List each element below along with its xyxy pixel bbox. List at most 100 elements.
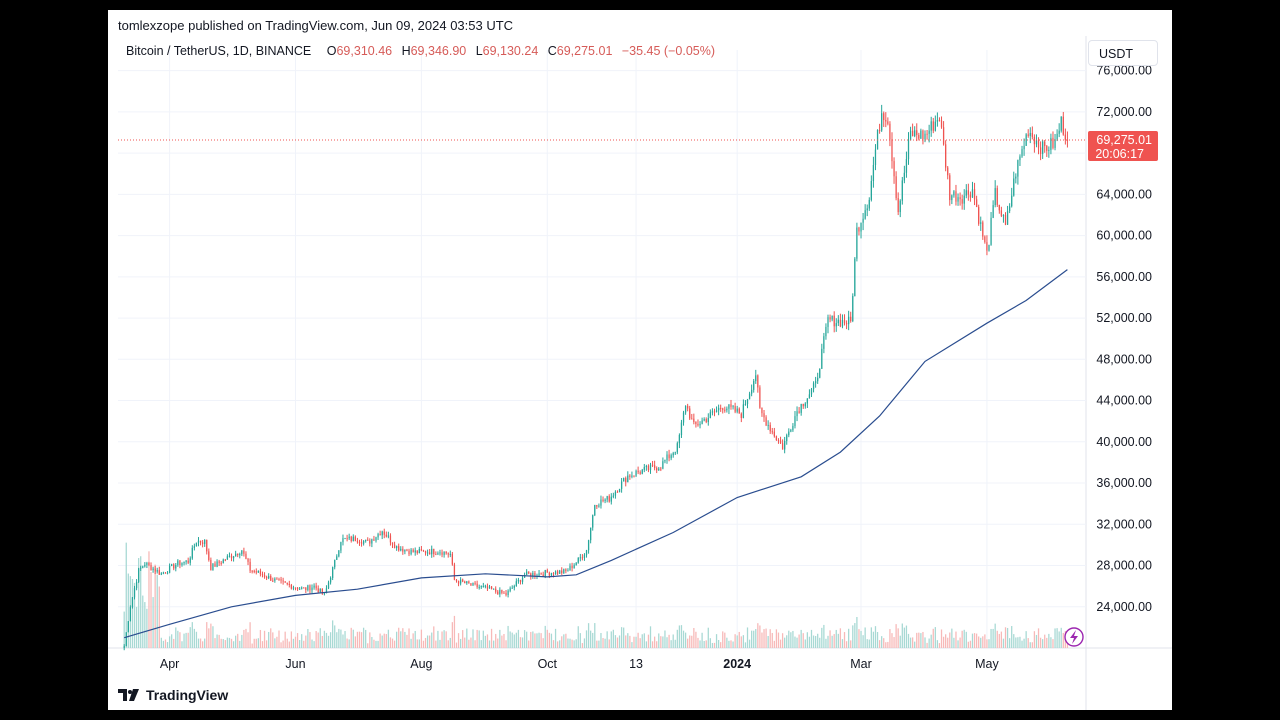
candle-body (280, 579, 282, 581)
volume-bar (1039, 637, 1042, 648)
volume-bar (1033, 631, 1036, 648)
candle-body (559, 570, 561, 574)
volume-bar (967, 641, 969, 648)
volume-bar (554, 628, 557, 648)
candle-body (1039, 147, 1042, 154)
volume-bar (334, 625, 336, 648)
candle-body (1025, 134, 1027, 146)
candle-body (334, 559, 336, 568)
volume-bar (794, 636, 796, 648)
candle-body (381, 531, 383, 536)
volume-bar (142, 595, 144, 648)
candle-body (682, 412, 685, 423)
candle-body (705, 419, 707, 422)
volume-bar (687, 638, 689, 648)
volume-bar (848, 628, 850, 648)
lightning-icon[interactable] (1064, 627, 1084, 647)
candle-body (216, 561, 218, 567)
volume-bar (466, 628, 468, 648)
candle-body (476, 583, 478, 587)
volume-bar (445, 631, 447, 648)
candle-body (670, 455, 672, 459)
volume-bar (604, 638, 606, 648)
currency-selector[interactable]: USDT (1088, 40, 1158, 66)
volume-bar (542, 638, 544, 648)
volume-bar (511, 632, 513, 648)
volume-bar (738, 631, 740, 648)
volume-bar (1017, 637, 1019, 648)
volume-bar (468, 639, 470, 648)
volume-bar (730, 640, 732, 648)
candle-body (189, 558, 191, 563)
volume-bar (412, 633, 414, 648)
volume-bar (526, 631, 528, 648)
candle-body (717, 407, 720, 411)
volume-bar (362, 627, 365, 648)
volume-bar (916, 632, 918, 648)
volume-bar (670, 640, 672, 648)
candle-body (563, 569, 565, 574)
price-tick-label: 64,000.00 (1096, 187, 1152, 201)
candle-body (210, 559, 212, 571)
candle-body (864, 210, 866, 219)
volume-bar (451, 622, 454, 648)
candle-body (761, 407, 763, 414)
candle-body (220, 562, 222, 564)
volume-bar (926, 642, 928, 648)
candle-body (395, 546, 398, 549)
candle-body (301, 587, 303, 589)
volume-bar (222, 639, 224, 648)
candle-body (179, 560, 181, 566)
price-chart[interactable]: 76,000.0072,000.0068,000.0064,000.0060,0… (108, 10, 1172, 710)
volume-bar (150, 572, 152, 648)
candle-body (612, 495, 614, 497)
volume-bar (123, 611, 125, 648)
candle-body (668, 454, 670, 459)
candle-body (767, 424, 769, 426)
volume-bar (265, 640, 268, 648)
volume-bar (748, 639, 751, 648)
candle-body (596, 504, 598, 507)
volume-bar (284, 631, 286, 648)
volume-bar (817, 633, 819, 648)
candle-body (226, 556, 229, 560)
candle-body (796, 411, 798, 417)
candle-body (400, 548, 402, 551)
candle-body (199, 540, 202, 543)
candle-body (127, 621, 129, 633)
candle-body (645, 465, 648, 468)
candle-body (383, 531, 385, 535)
candle-body (406, 549, 408, 551)
candle-body (505, 592, 507, 596)
candle-body (1017, 160, 1019, 177)
volume-bar (947, 637, 949, 648)
candle-body (230, 555, 233, 559)
tradingview-logo[interactable]: TradingView (118, 686, 228, 704)
candle-body (129, 607, 132, 622)
candle-body (261, 574, 264, 576)
volume-bar (383, 633, 385, 648)
volume-bar (616, 637, 619, 648)
volume-bar (975, 633, 978, 648)
candle-body (639, 472, 641, 474)
candle-body (600, 499, 602, 506)
volume-bar (982, 636, 984, 648)
symbol-title[interactable]: Bitcoin / TetherUS, 1D, BINANCE (126, 44, 312, 58)
volume-bar (833, 634, 835, 648)
candle-body (660, 468, 662, 470)
candle-body (1006, 211, 1009, 225)
candle-body (459, 579, 462, 584)
volume-bar (596, 640, 598, 648)
volume-bar (154, 564, 156, 648)
volume-bar (666, 637, 668, 648)
candle-body (484, 585, 487, 587)
candle-body (416, 550, 418, 554)
volume-bar (457, 633, 460, 648)
volume-bar (517, 629, 520, 648)
volume-bar (391, 638, 394, 648)
candle-body (934, 121, 936, 131)
volume-bar (480, 640, 482, 648)
volume-bar (736, 635, 738, 648)
volume-bar (711, 642, 714, 648)
volume-bar (786, 635, 788, 648)
